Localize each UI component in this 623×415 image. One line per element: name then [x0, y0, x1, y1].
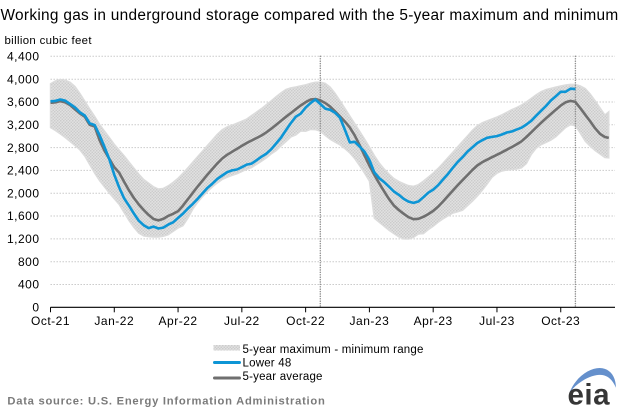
svg-text:0: 0	[32, 301, 39, 315]
svg-text:2,800: 2,800	[7, 141, 40, 155]
svg-text:Working gas in underground st: Working gas in underground storage compa…	[1, 7, 619, 24]
svg-text:1,600: 1,600	[7, 209, 40, 223]
svg-text:400: 400	[18, 278, 40, 292]
svg-text:Apr-23: Apr-23	[414, 314, 453, 328]
svg-text:4,000: 4,000	[7, 72, 40, 86]
svg-text:2,400: 2,400	[7, 164, 40, 178]
svg-text:Data source: U.S. Energy Info: Data source: U.S. Energy Information Adm…	[7, 396, 325, 408]
svg-text:Jan-22: Jan-22	[94, 314, 134, 328]
svg-text:5-year average: 5-year average	[243, 371, 323, 383]
svg-text:3,600: 3,600	[7, 95, 40, 109]
svg-text:eia: eia	[568, 379, 611, 412]
svg-text:Lower 48: Lower 48	[243, 357, 292, 369]
svg-text:Oct-22: Oct-22	[286, 314, 325, 328]
svg-text:5-year maximum - minimum range: 5-year maximum - minimum range	[243, 344, 424, 356]
svg-text:4,400: 4,400	[7, 50, 40, 64]
svg-text:1,200: 1,200	[7, 232, 40, 246]
svg-text:800: 800	[18, 255, 40, 269]
svg-text:3,200: 3,200	[7, 118, 40, 132]
svg-text:Oct-23: Oct-23	[541, 314, 580, 328]
svg-text:Oct-21: Oct-21	[31, 314, 70, 328]
svg-text:Jan-23: Jan-23	[350, 314, 390, 328]
svg-text:Jul-22: Jul-22	[224, 314, 260, 328]
svg-text:billion cubic feet: billion cubic feet	[5, 35, 93, 47]
svg-text:2,000: 2,000	[7, 186, 40, 200]
svg-text:Apr-22: Apr-22	[159, 314, 198, 328]
svg-text:Jul-23: Jul-23	[479, 314, 515, 328]
